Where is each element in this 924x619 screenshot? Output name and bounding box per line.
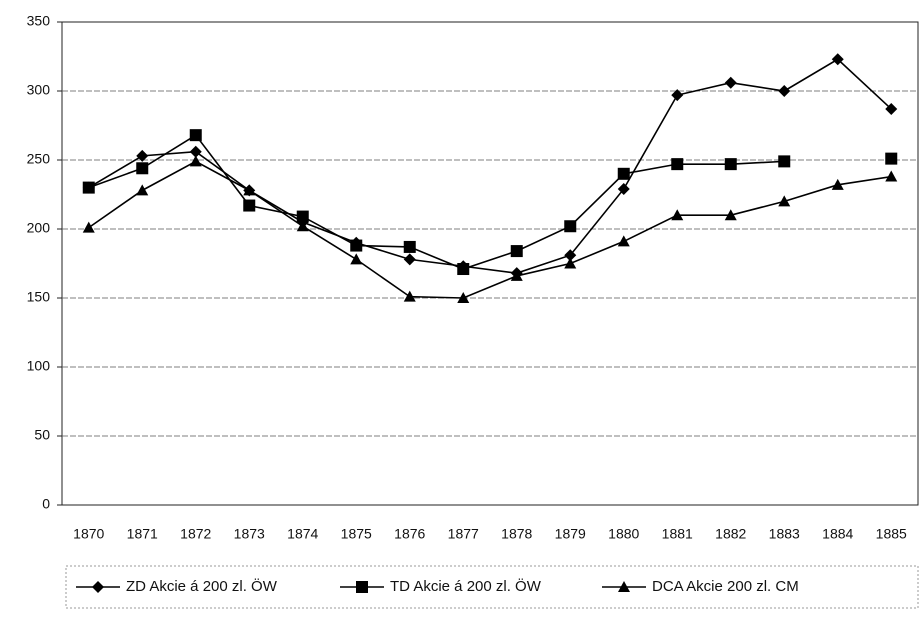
- marker: [350, 253, 363, 265]
- marker: [189, 145, 202, 158]
- marker: [617, 235, 630, 247]
- marker: [136, 149, 149, 162]
- x-tick-label: 1872: [180, 526, 211, 542]
- marker: [671, 89, 684, 102]
- x-tick-label: 1871: [127, 526, 158, 542]
- marker: [350, 239, 363, 252]
- x-tick-label: 1882: [715, 526, 746, 542]
- marker: [617, 182, 630, 195]
- marker: [243, 184, 256, 196]
- x-tick-label: 1874: [287, 526, 318, 542]
- marker: [831, 178, 844, 190]
- x-tick-label: 1885: [876, 526, 907, 542]
- y-tick-label: 100: [27, 358, 51, 374]
- marker: [510, 269, 523, 281]
- marker: [724, 158, 737, 171]
- marker: [618, 581, 630, 592]
- marker: [403, 240, 416, 253]
- marker: [564, 220, 577, 233]
- x-tick-label: 1875: [341, 526, 372, 542]
- marker: [457, 292, 470, 303]
- marker: [243, 199, 256, 212]
- marker: [82, 221, 95, 233]
- marker: [136, 184, 149, 196]
- marker: [82, 181, 95, 194]
- marker: [617, 167, 630, 180]
- marker: [724, 209, 737, 221]
- x-tick-label: 1873: [234, 526, 265, 542]
- x-tick-label: 1879: [555, 526, 586, 542]
- marker: [778, 85, 791, 97]
- marker: [189, 129, 202, 142]
- marker: [296, 220, 309, 232]
- legend-box: [65, 565, 919, 609]
- y-tick-label: 200: [27, 220, 51, 236]
- y-tick-label: 50: [34, 427, 50, 443]
- marker: [564, 257, 577, 269]
- marker: [885, 170, 898, 182]
- marker: [92, 581, 104, 593]
- x-tick-label: 1870: [73, 526, 104, 542]
- marker: [136, 162, 149, 175]
- x-tick-label: 1880: [608, 526, 639, 542]
- y-tick-label: 350: [27, 13, 51, 29]
- marker: [564, 249, 577, 262]
- marker: [831, 53, 844, 66]
- marker: [671, 158, 684, 171]
- legend-label: ZD Akcie á 200 zl. ÖW: [126, 577, 278, 595]
- x-tick-label: 1878: [501, 526, 532, 542]
- y-tick-label: 150: [27, 289, 51, 305]
- marker: [778, 195, 791, 207]
- marker: [296, 210, 309, 223]
- marker: [885, 152, 898, 165]
- x-tick-label: 1883: [769, 526, 800, 542]
- y-tick-label: 250: [27, 151, 51, 167]
- marker: [671, 209, 684, 221]
- x-tick-label: 1884: [822, 526, 853, 542]
- marker: [189, 155, 202, 167]
- y-tick-label: 0: [42, 496, 50, 512]
- marker: [510, 245, 523, 258]
- marker: [403, 290, 416, 302]
- y-tick-label: 300: [27, 82, 51, 98]
- x-tick-label: 1877: [448, 526, 479, 542]
- marker: [403, 253, 416, 266]
- legend-label: TD Akcie á 200 zl. ÖW: [390, 577, 542, 595]
- x-tick-label: 1876: [394, 526, 425, 542]
- marker: [356, 581, 368, 593]
- legend-label: DCA Akcie 200 zl. CM: [652, 578, 799, 595]
- series-line: [88, 160, 892, 299]
- marker: [778, 155, 791, 168]
- marker: [457, 263, 470, 276]
- marker: [724, 76, 737, 89]
- x-tick-label: 1881: [662, 526, 693, 542]
- marker: [885, 102, 898, 115]
- plot-area: [61, 21, 919, 506]
